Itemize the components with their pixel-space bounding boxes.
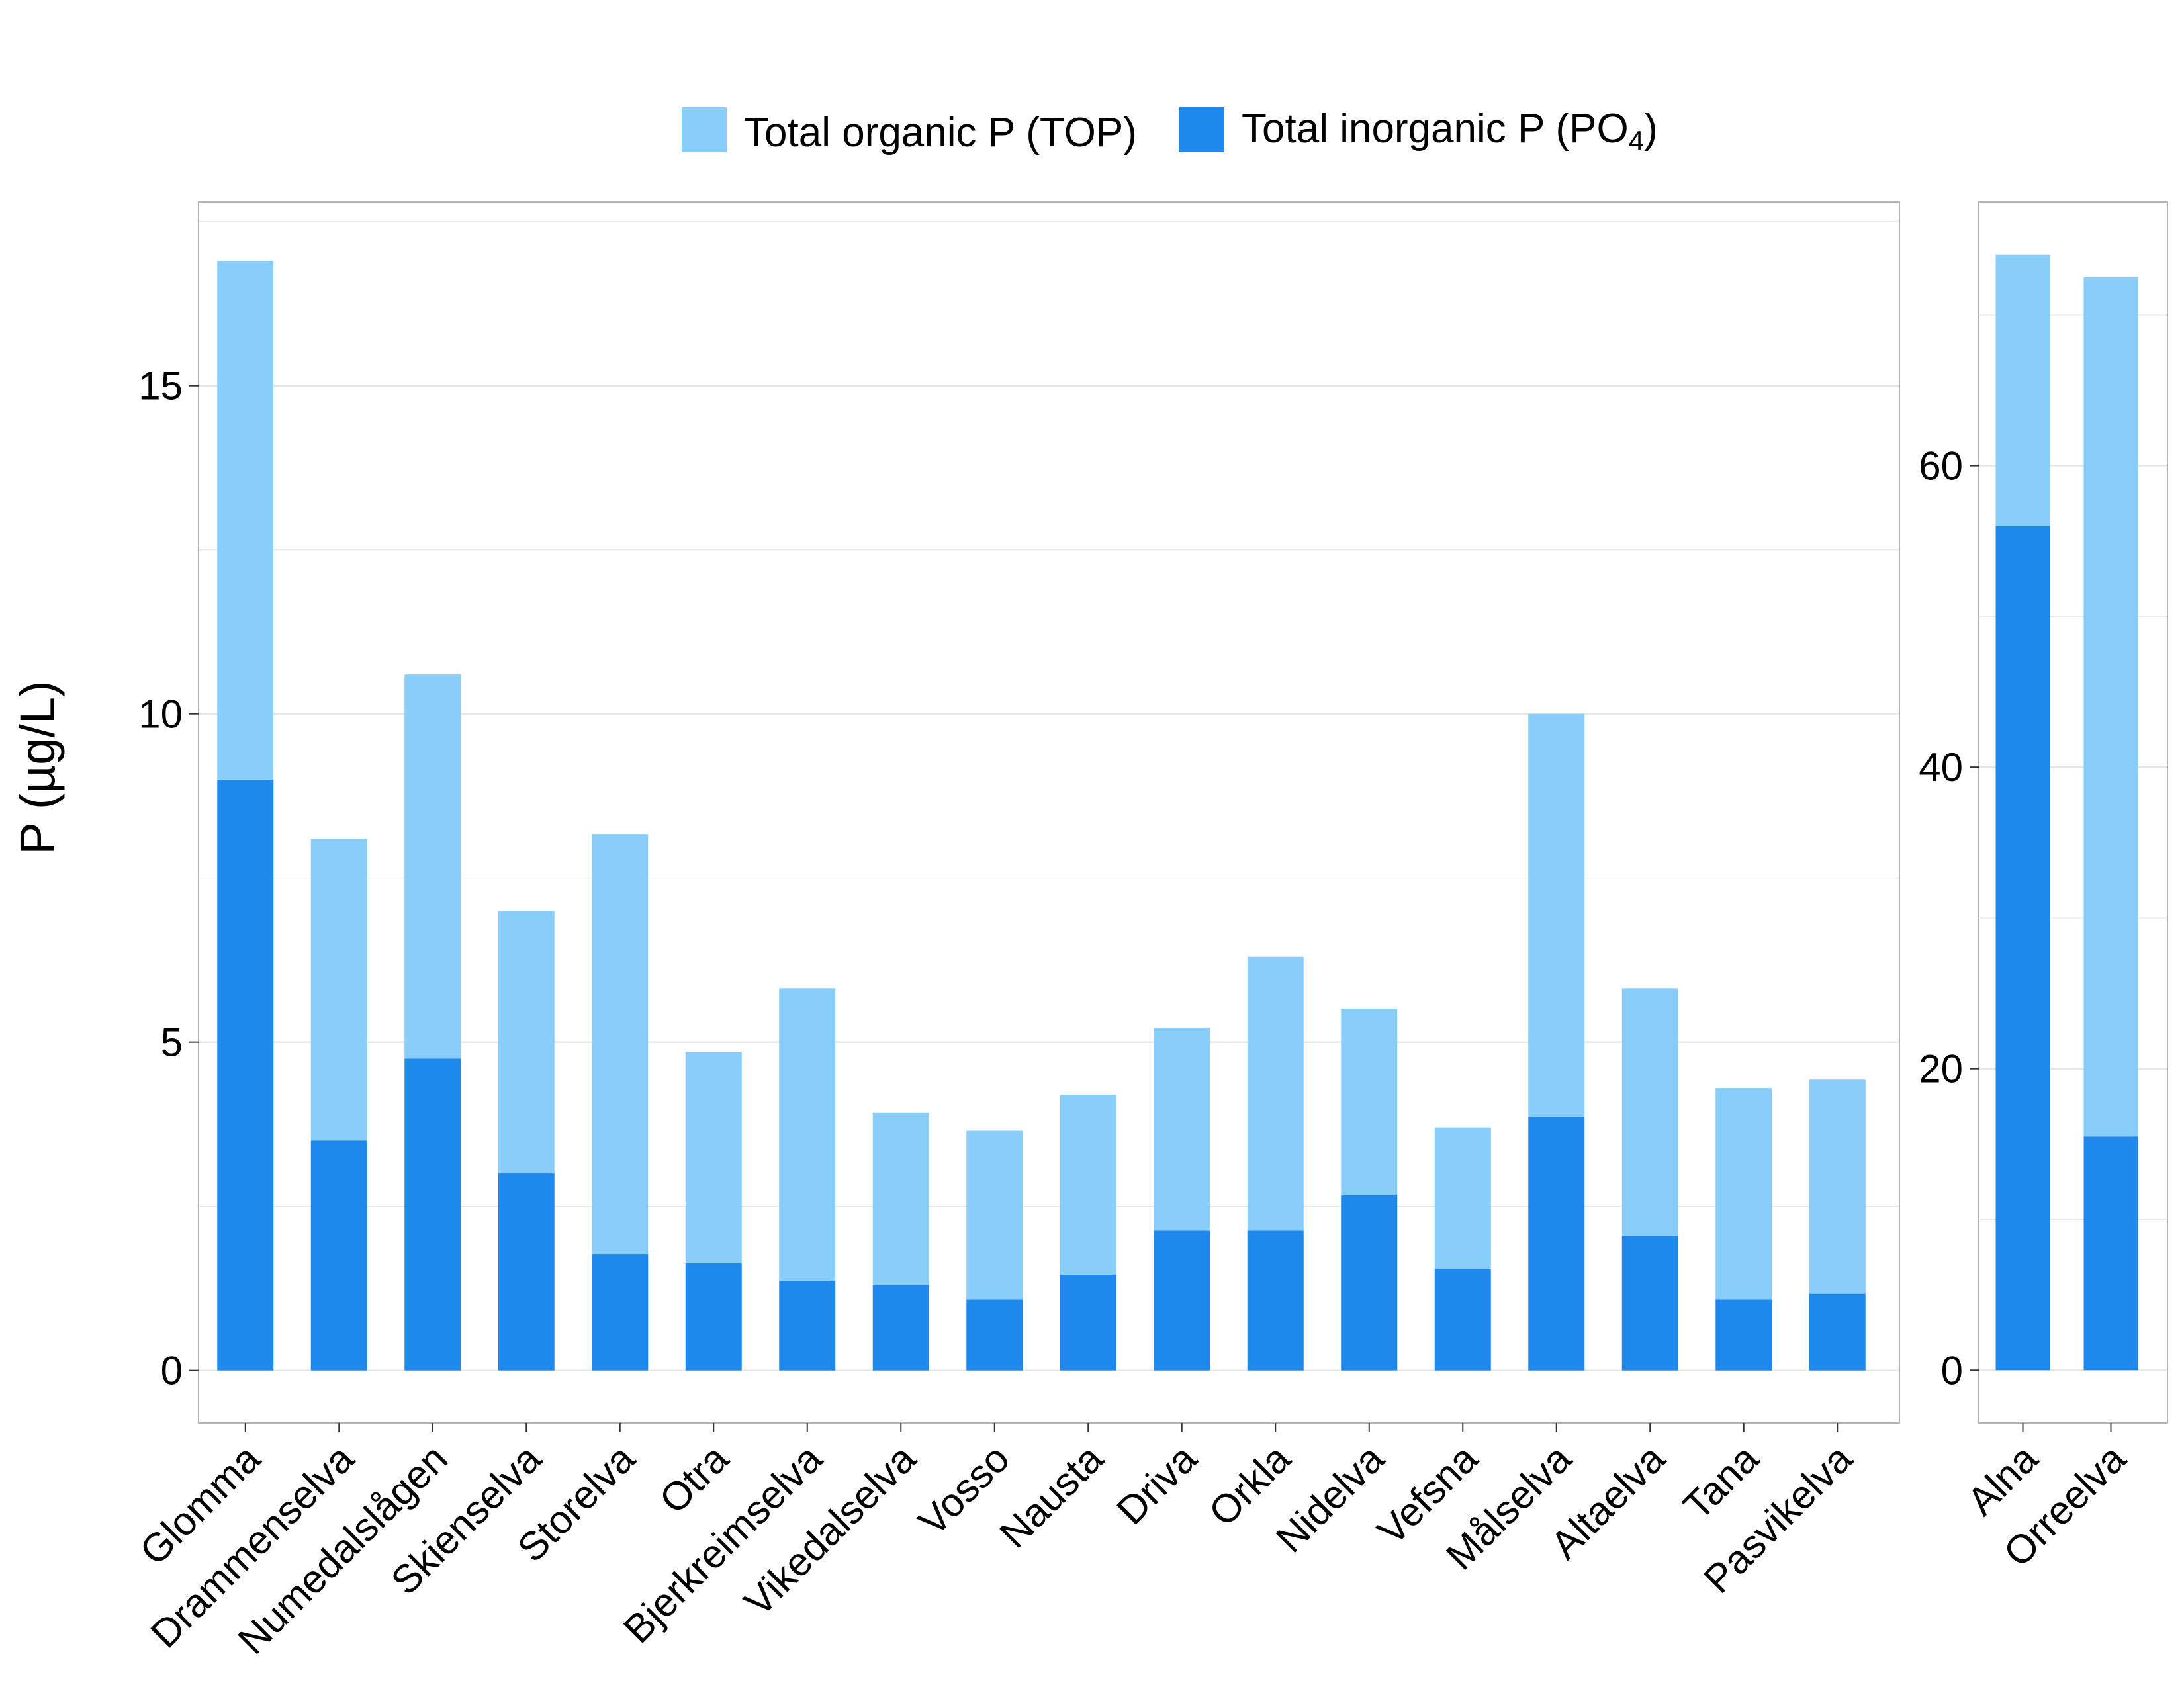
- y-axis-title: P (µg/L): [10, 680, 65, 854]
- bar-organic-drammenselva: [310, 839, 367, 1141]
- bar-inorganic-orreelva: [2083, 1136, 2138, 1371]
- y-tick-label: 60: [1919, 444, 1963, 488]
- bar-organic-malselva: [1528, 713, 1585, 1117]
- bar-inorganic-numedalslagen: [404, 1058, 461, 1371]
- bar-organic-bjerkreimselva: [779, 988, 836, 1281]
- x-tick-label-nausta: Nausta: [991, 1436, 1112, 1556]
- x-tick-label-nidelva: Nidelva: [1267, 1436, 1392, 1561]
- bar-inorganic-bjerkreimselva: [779, 1280, 836, 1371]
- bar-inorganic-pasvikelva: [1809, 1293, 1866, 1371]
- bar-inorganic-nausta: [1060, 1274, 1116, 1371]
- y-tick-label: 10: [138, 692, 183, 737]
- panel-border: [198, 201, 1900, 1424]
- bar-inorganic-storelva: [592, 1254, 649, 1371]
- bar-organic-alna: [1995, 254, 2050, 526]
- bar-organic-vosso: [966, 1130, 1023, 1300]
- legend-swatch-organic: [682, 107, 727, 152]
- bar-inorganic-vikedalselva: [872, 1285, 929, 1371]
- y-tick-label: 15: [138, 364, 183, 408]
- bar-inorganic-glomma: [217, 779, 274, 1371]
- x-tick-label-driva: Driva: [1109, 1436, 1206, 1533]
- bar-organic-otra: [685, 1052, 742, 1263]
- bar-organic-skienselva: [498, 911, 555, 1174]
- legend-label-inorganic-subscript: 4: [1629, 125, 1644, 156]
- y-tick-label: 5: [161, 1021, 183, 1065]
- bar-organic-vikedalselva: [872, 1112, 929, 1285]
- y-tick-label: 40: [1919, 745, 1963, 790]
- bar-organic-nidelva: [1341, 1009, 1398, 1195]
- legend-label-inorganic-close: ): [1644, 106, 1658, 152]
- panel-main-rivers: 051015GlommaDrammenselvaNumedalslågenSki…: [131, 201, 1900, 1663]
- bar-organic-altaelva: [1621, 988, 1678, 1236]
- legend-label-inorganic: Total inorganic P (PO4): [1242, 106, 1658, 156]
- bar-inorganic-alna: [1995, 526, 2050, 1371]
- bar-organic-orkla: [1247, 956, 1304, 1231]
- bar-inorganic-vefsna: [1434, 1269, 1491, 1371]
- bar-organic-numedalslagen: [404, 674, 461, 1059]
- legend-label-inorganic-main: Total inorganic P (PO: [1242, 106, 1629, 152]
- bar-organic-orreelva: [2083, 277, 2138, 1137]
- bar-inorganic-vosso: [966, 1299, 1023, 1371]
- bar-inorganic-skienselva: [498, 1173, 555, 1371]
- bar-inorganic-nidelva: [1341, 1195, 1398, 1371]
- bar-organic-glomma: [217, 261, 274, 780]
- legend-swatch-inorganic: [1179, 107, 1224, 152]
- legend: Total organic P (TOP) Total inorganic P …: [682, 106, 1658, 156]
- bar-inorganic-drammenselva: [310, 1140, 367, 1371]
- bar-inorganic-driva: [1154, 1230, 1210, 1371]
- bar-organic-tana: [1715, 1088, 1772, 1300]
- bar-organic-driva: [1154, 1027, 1210, 1231]
- bar-inorganic-orkla: [1247, 1230, 1304, 1371]
- y-tick-label: 20: [1919, 1047, 1963, 1091]
- bar-inorganic-tana: [1715, 1299, 1772, 1371]
- bar-organic-pasvikelva: [1809, 1079, 1866, 1294]
- bar-inorganic-malselva: [1528, 1116, 1585, 1371]
- bar-organic-storelva: [592, 834, 649, 1255]
- x-tick-label-otra: Otra: [651, 1436, 737, 1522]
- y-tick-label: 0: [1941, 1348, 1963, 1393]
- bar-inorganic-altaelva: [1621, 1236, 1678, 1371]
- legend-label-organic: Total organic P (TOP): [744, 110, 1137, 156]
- bar-organic-vefsna: [1434, 1127, 1491, 1269]
- bar-inorganic-otra: [685, 1263, 742, 1371]
- y-tick-label: 0: [161, 1349, 183, 1393]
- bar-organic-nausta: [1060, 1095, 1116, 1275]
